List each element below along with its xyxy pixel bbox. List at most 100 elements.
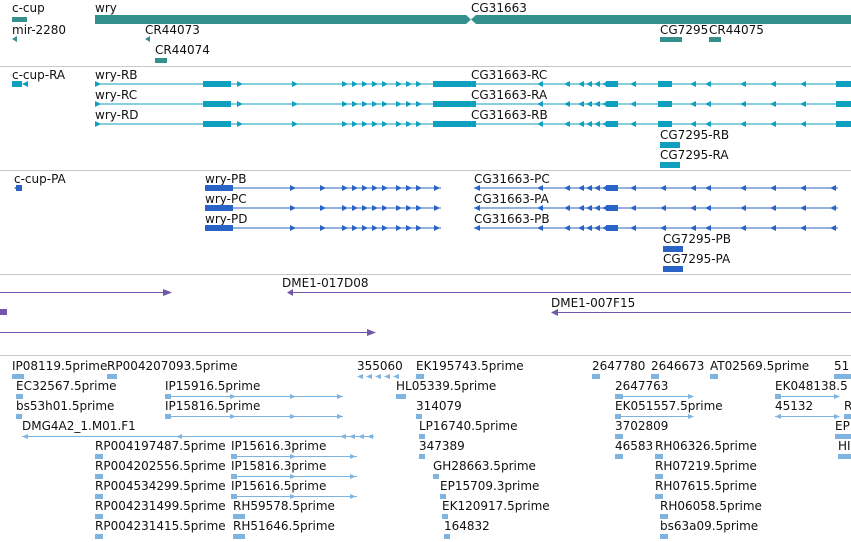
transcript-c-cup-ra[interactable]	[12, 81, 28, 87]
est-feature[interactable]	[12, 374, 24, 379]
protein-cg31663-pc[interactable]	[474, 185, 838, 191]
transcript-cg7295-ra[interactable]	[660, 162, 680, 168]
gene-label-cg7295[interactable]: CG7295	[660, 23, 708, 37]
est-label[interactable]: 2647780	[592, 359, 645, 373]
est-label[interactable]: RP004207093.5prime	[107, 359, 238, 373]
transcript-label-cg7295-rb[interactable]: CG7295-RB	[660, 128, 729, 142]
est-label[interactable]: 355060	[357, 359, 403, 373]
est-feature[interactable]	[615, 454, 623, 459]
est-label[interactable]: EK051557.5prime	[615, 399, 723, 413]
clone-bar[interactable]	[0, 329, 376, 336]
est-label[interactable]: RP004197487.5prime	[95, 439, 226, 453]
est-label[interactable]: IP15616.3prime	[231, 439, 326, 453]
est-label[interactable]: IP15816.3prime	[231, 459, 326, 473]
transcript-label-wry-rb[interactable]: wry-RB	[95, 68, 138, 82]
est-feature[interactable]	[16, 414, 22, 419]
est-feature[interactable]	[95, 534, 103, 539]
est-label[interactable]: 3702809	[615, 419, 668, 433]
est-feature[interactable]	[442, 514, 448, 519]
est-label[interactable]: EK120917.5prime	[442, 499, 550, 513]
est-label[interactable]: HI	[838, 439, 851, 453]
clone-dme1-007f15[interactable]	[551, 309, 851, 316]
est-feature[interactable]	[444, 534, 450, 539]
clone-label-dme1-017d08[interactable]: DME1-017D08	[282, 276, 369, 290]
est-feature[interactable]	[710, 374, 718, 379]
clone-dme1-017d08[interactable]	[287, 289, 851, 296]
est-feature[interactable]	[615, 414, 694, 419]
est-label[interactable]: 164832	[444, 519, 490, 533]
transcript-cg31663-ra[interactable]	[471, 101, 851, 107]
est-label[interactable]: RP004202556.5prime	[95, 459, 226, 473]
est-feature[interactable]	[231, 494, 357, 499]
gene-label-cr44073[interactable]: CR44073	[145, 23, 200, 37]
est-label[interactable]: RP004534299.5prime	[95, 479, 226, 493]
transcript-label-c-cup-ra[interactable]: c-cup-RA	[12, 68, 66, 82]
protein-c-cup-pa[interactable]	[14, 185, 22, 191]
est-label[interactable]: RP004231499.5prime	[95, 499, 226, 513]
est-label[interactable]: EC32567.5prime	[16, 379, 117, 393]
est-label[interactable]: 2646673	[651, 359, 704, 373]
est-feature[interactable]	[660, 534, 668, 539]
est-label[interactable]: RH06058.5prime	[660, 499, 762, 513]
transcript-label-cg31663-rb[interactable]: CG31663-RB	[471, 108, 548, 122]
protein-label-wry-pc[interactable]: wry-PC	[205, 192, 247, 206]
est-feature[interactable]	[95, 494, 103, 499]
est-feature[interactable]	[233, 534, 245, 539]
est-label[interactable]: IP15916.5prime	[165, 379, 260, 393]
transcript-cg7295-rb[interactable]	[660, 142, 680, 148]
est-feature[interactable]	[433, 474, 439, 479]
gene-wry[interactable]	[95, 15, 851, 24]
est-label[interactable]: RH06326.5prime	[655, 439, 757, 453]
est-feature[interactable]	[357, 374, 399, 379]
est-feature[interactable]	[775, 414, 840, 419]
protein-label-c-cup-pa[interactable]: c-cup-PA	[14, 172, 67, 186]
est-feature[interactable]	[655, 454, 663, 459]
protein-label-wry-pb[interactable]: wry-PB	[205, 172, 246, 186]
est-feature[interactable]	[95, 454, 103, 459]
protein-label-wry-pd[interactable]: wry-PD	[205, 212, 247, 226]
est-feature[interactable]	[838, 454, 851, 459]
est-feature[interactable]	[416, 374, 424, 379]
clone-bar[interactable]	[0, 289, 172, 296]
est-feature[interactable]	[844, 414, 851, 419]
est-label[interactable]: EK048138.5	[775, 379, 848, 393]
est-feature[interactable]	[835, 434, 851, 439]
est-feature[interactable]	[655, 494, 663, 499]
protein-label-cg31663-pa[interactable]: CG31663-PA	[474, 192, 550, 206]
est-feature[interactable]	[655, 474, 663, 479]
est-feature[interactable]	[16, 394, 23, 399]
protein-cg7295-pa[interactable]	[663, 266, 683, 272]
est-feature[interactable]	[660, 514, 668, 519]
est-label[interactable]: GH28663.5prime	[433, 459, 536, 473]
protein-wry-pd[interactable]	[205, 225, 441, 231]
est-feature[interactable]	[107, 374, 117, 379]
gene-c-cup[interactable]	[12, 17, 27, 22]
protein-wry-pb[interactable]	[205, 185, 441, 191]
est-feature[interactable]	[165, 414, 343, 419]
est-feature[interactable]	[651, 374, 659, 379]
est-feature[interactable]	[615, 434, 623, 439]
est-label[interactable]: EP	[835, 419, 850, 433]
transcript-cg31663-rb[interactable]	[471, 121, 851, 127]
est-feature[interactable]	[416, 414, 422, 419]
gene-label-mir-2280[interactable]: mir-2280	[12, 23, 66, 37]
clone-bar[interactable]	[0, 309, 7, 315]
transcript-cg31663-rc[interactable]	[471, 81, 851, 87]
gene-label-cr44075[interactable]: CR44075	[709, 23, 764, 37]
est-label[interactable]: DMG4A2_1.M01.F1	[22, 419, 136, 433]
est-label[interactable]: RP004231415.5prime	[95, 519, 226, 533]
est-feature[interactable]	[231, 454, 357, 459]
est-label[interactable]: IP15816.5prime	[165, 399, 260, 413]
est-feature[interactable]	[233, 514, 245, 519]
clone-label-dme1-007f15[interactable]: DME1-007F15	[551, 296, 635, 310]
protein-wry-pc[interactable]	[205, 205, 441, 211]
est-feature[interactable]	[95, 474, 103, 479]
protein-label-cg31663-pb[interactable]: CG31663-PB	[474, 212, 550, 226]
est-label[interactable]: LP16740.5prime	[419, 419, 518, 433]
est-label[interactable]: bs63a09.5prime	[660, 519, 758, 533]
est-label[interactable]: 51	[834, 359, 849, 373]
gene-label-cg31663[interactable]: CG31663	[471, 1, 527, 15]
est-feature[interactable]	[22, 434, 374, 439]
protein-label-cg31663-pc[interactable]: CG31663-PC	[474, 172, 550, 186]
protein-cg31663-pb[interactable]	[474, 225, 838, 231]
